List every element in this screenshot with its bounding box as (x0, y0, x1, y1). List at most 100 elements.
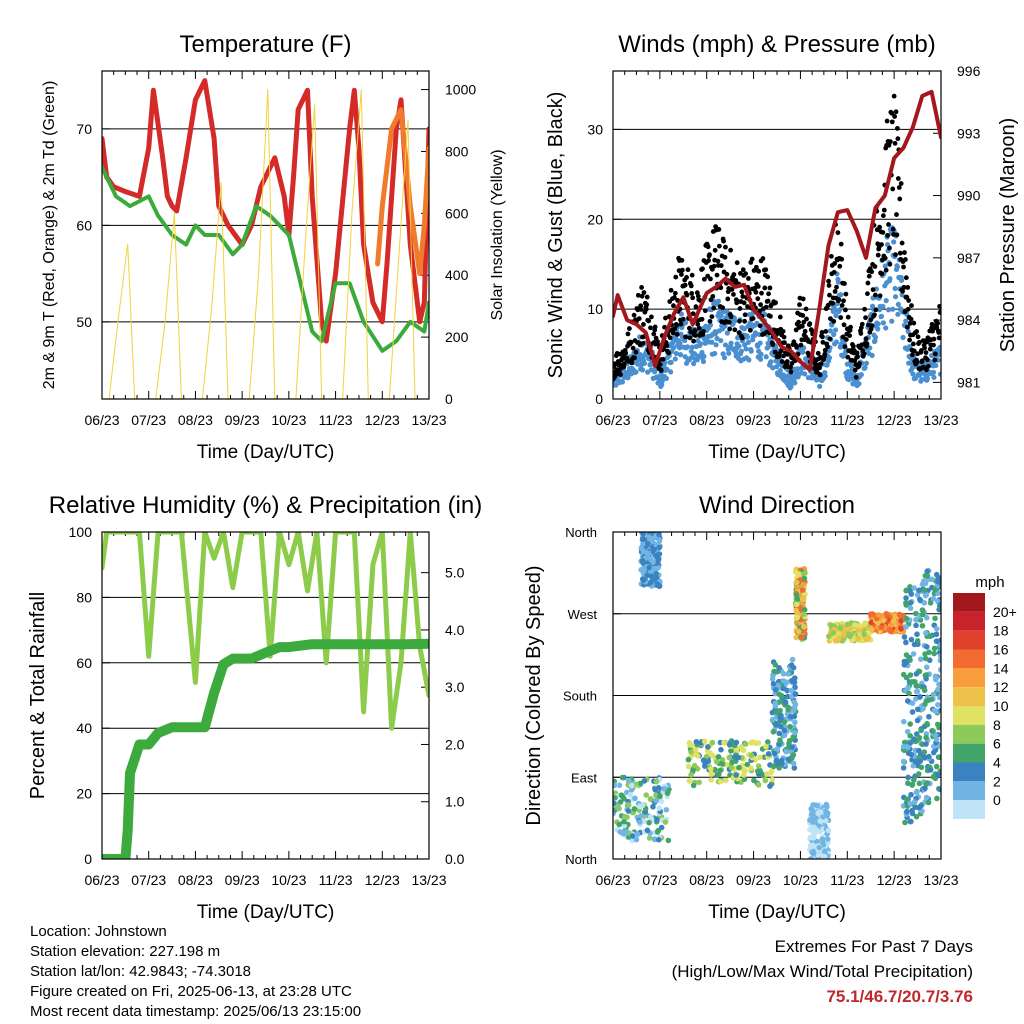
direction-point (817, 809, 824, 815)
direction-point (814, 802, 821, 809)
gust-point (755, 284, 761, 289)
colorbar-label: 0 (993, 792, 1001, 808)
gust-point (740, 294, 746, 299)
gust-point (807, 321, 813, 327)
direction-point (633, 781, 639, 787)
direction-point (907, 800, 913, 807)
direction-point (921, 600, 928, 606)
gust-point (822, 351, 828, 357)
direction-point (935, 574, 941, 581)
direction-point (891, 618, 897, 624)
direction-point (908, 636, 915, 643)
gust-point (909, 303, 914, 308)
direction-point (809, 807, 816, 814)
direction-point (917, 694, 923, 700)
gust-point (682, 282, 688, 288)
gust-point (797, 302, 802, 308)
direction-point (922, 580, 929, 587)
direction-point (617, 799, 624, 805)
x-tick-label: 09/23 (225, 872, 260, 888)
direction-point (800, 581, 807, 588)
direction-point (917, 758, 924, 764)
gust-point (893, 252, 898, 258)
direction-point (937, 601, 941, 608)
direction-point (905, 684, 911, 691)
gust-point (838, 241, 844, 247)
direction-point (764, 739, 771, 745)
gust-point (693, 333, 698, 338)
gust-point (685, 267, 691, 273)
wind-point (619, 379, 625, 385)
gust-point (801, 319, 807, 325)
colorbar-label: 14 (993, 660, 1009, 676)
direction-point (907, 818, 914, 825)
direction-point (785, 706, 792, 713)
y-tick-label-right: 1000 (445, 82, 476, 98)
x-tick-label: 07/23 (131, 412, 166, 428)
wind-point (882, 263, 888, 269)
direction-point (709, 752, 716, 759)
direction-point (656, 583, 663, 589)
wind-point (837, 307, 843, 313)
gust-point (861, 351, 867, 356)
wind-point (869, 352, 875, 358)
direction-point (728, 748, 734, 754)
x-tick-label: 13/23 (923, 872, 958, 888)
wind-point (724, 330, 730, 336)
direction-point (686, 740, 693, 746)
direction-point (845, 631, 852, 637)
direction-point (930, 749, 937, 756)
direction-point (636, 803, 643, 810)
direction-point (748, 740, 754, 746)
direction-point (922, 572, 929, 579)
direction-point (822, 808, 828, 815)
gust-point (914, 329, 920, 334)
wind-point (833, 312, 839, 319)
wind-point (743, 346, 749, 352)
wind-point (933, 362, 939, 369)
direction-point (755, 782, 762, 788)
y-tick-label: 20 (76, 786, 92, 802)
direction-point (771, 668, 777, 675)
gust-point (660, 356, 666, 362)
direction-point (903, 639, 909, 646)
chart-4: Wind Direction Time (Day/UTC) Direction (C… (523, 492, 1017, 923)
direction-point (646, 564, 652, 571)
gust-point (866, 273, 872, 279)
direction-point (792, 684, 798, 691)
direction-point (921, 749, 928, 755)
wind-point (748, 348, 754, 354)
direction-point (822, 818, 829, 824)
plot-frame (101, 531, 430, 860)
direction-point (655, 551, 662, 558)
direction-point (629, 833, 636, 839)
x-tick-label: 12/23 (365, 412, 400, 428)
recent-text: Most recent data timestamp: 2025/06/13 2… (30, 1003, 362, 1020)
wind-point (827, 328, 834, 334)
plot-area (102, 78, 429, 399)
colorbar-label: 6 (993, 736, 1001, 752)
direction-point (909, 810, 916, 817)
colorbar-label: 16 (993, 642, 1009, 658)
direction-point (778, 693, 785, 699)
gust-point (884, 118, 890, 124)
wind-point (817, 383, 823, 390)
gust-point (716, 243, 722, 249)
direction-point (917, 803, 924, 809)
wind-point (744, 334, 751, 340)
y-tick-label: 70 (76, 121, 92, 137)
x-axis-label: Time (Day/UTC) (708, 902, 846, 923)
gust-point (895, 176, 901, 181)
gust-point (714, 272, 720, 278)
gust-point (667, 335, 673, 341)
gust-point (872, 264, 878, 269)
colorbar-label: 20+ (993, 604, 1017, 620)
direction-point (656, 805, 663, 811)
y-tick-label: 0 (595, 391, 603, 407)
gust-point (693, 304, 699, 310)
wind-point (728, 340, 734, 346)
direction-point (709, 739, 716, 746)
gust-point (639, 285, 644, 290)
colorbar-swatch (953, 611, 985, 631)
direction-point (915, 706, 921, 713)
